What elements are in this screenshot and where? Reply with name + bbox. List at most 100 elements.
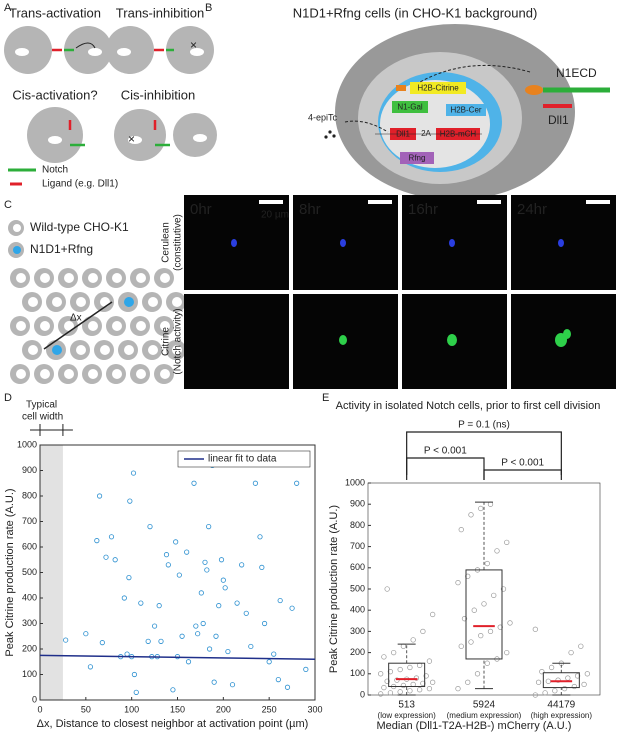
y-tick-label: 800 (350, 520, 365, 530)
point (170, 687, 176, 693)
point (465, 573, 471, 579)
nucleus (160, 273, 170, 283)
p-value: P < 0.001 (424, 446, 467, 457)
box (388, 662, 426, 688)
point (542, 690, 548, 696)
x-tick-label: 44179 (547, 700, 575, 711)
point (204, 567, 210, 573)
y-tick-label: 400 (350, 605, 365, 615)
point (108, 534, 115, 540)
cell-width-band (40, 445, 63, 700)
nucleus (172, 297, 182, 307)
point (133, 689, 139, 695)
point (211, 679, 217, 685)
point (261, 620, 268, 627)
nucleus-signal (558, 239, 564, 247)
point (561, 685, 568, 692)
point (552, 688, 558, 694)
point (179, 633, 185, 639)
point (465, 679, 471, 685)
p-value: P = 0.1 (ns) (458, 420, 510, 431)
cell (166, 26, 214, 74)
row-label: (constitutive) (173, 214, 184, 271)
cell (173, 113, 217, 157)
gene-label: H2B-Cer (450, 106, 481, 115)
point (584, 671, 590, 677)
gene-box (400, 152, 434, 164)
label: Δx (70, 313, 82, 324)
point (206, 523, 212, 530)
nucleus (190, 48, 204, 56)
micrograph (184, 294, 289, 389)
gene-box (410, 82, 466, 94)
point (381, 654, 387, 660)
label: N1ECD (556, 66, 597, 80)
legend-wt-nuc (13, 224, 21, 232)
nucleus (88, 48, 102, 56)
fit-line (39, 654, 316, 660)
point (400, 643, 407, 649)
box (465, 569, 503, 660)
nucleus (136, 273, 146, 283)
y-tick-label: 500 (22, 567, 37, 577)
nucleus (112, 321, 122, 331)
point (257, 534, 263, 540)
x-tick-label: 200 (216, 704, 231, 714)
point (259, 564, 265, 571)
point (430, 611, 436, 618)
chart-title: Activity in isolated Notch cells, prior … (336, 400, 601, 412)
y-axis-label: Peak Citrine production rate (A.U.) (4, 488, 16, 656)
inducer-dot (328, 130, 332, 134)
panel-label: E (322, 392, 329, 404)
annotation: cell width (22, 412, 63, 423)
import-arrow (419, 64, 531, 83)
time-label: 0hr (190, 201, 212, 218)
y-tick-label: 500 (350, 583, 365, 593)
point (127, 498, 133, 504)
label: Cis-inhibition (121, 87, 195, 102)
scale-bar (477, 200, 501, 204)
x-tick-label: 250 (262, 704, 277, 714)
nucleus (172, 345, 182, 355)
nucleus-signal (447, 334, 457, 346)
y-tick-label: 200 (22, 643, 37, 653)
panel-label: B (205, 2, 212, 14)
point (487, 501, 494, 507)
significance-bracket (406, 457, 485, 480)
cell (64, 26, 112, 74)
p-value: P < 0.001 (501, 458, 544, 469)
time-label: 24hr (517, 201, 547, 218)
point (474, 671, 481, 677)
y-tick-label: 900 (350, 499, 365, 509)
point (216, 603, 222, 609)
y-tick-label: 0 (32, 694, 37, 704)
point (417, 687, 423, 693)
point (63, 637, 69, 643)
point (471, 607, 477, 613)
x-tick-label: 300 (307, 704, 322, 714)
nucleus (16, 369, 26, 379)
point (410, 637, 416, 643)
nucleus (88, 321, 98, 331)
point (243, 610, 249, 616)
scale-label: 20 µm (261, 210, 289, 221)
point (410, 681, 416, 688)
point (138, 600, 144, 606)
point (378, 671, 384, 677)
time-label: 8hr (299, 201, 321, 218)
point (381, 684, 387, 691)
label: Cis-activation? (12, 87, 97, 102)
nucleus (15, 48, 29, 56)
point (99, 640, 105, 646)
label: Dll1 (548, 113, 569, 127)
point (165, 562, 171, 568)
point (303, 666, 309, 673)
nucleus (64, 369, 74, 379)
nucleus (16, 321, 26, 331)
nucleus (193, 134, 207, 142)
point (468, 639, 474, 645)
nucleus (136, 369, 146, 379)
nucleus (136, 321, 146, 331)
legend-label: Wild-type CHO-K1 (30, 220, 129, 234)
nucleus (64, 273, 74, 283)
